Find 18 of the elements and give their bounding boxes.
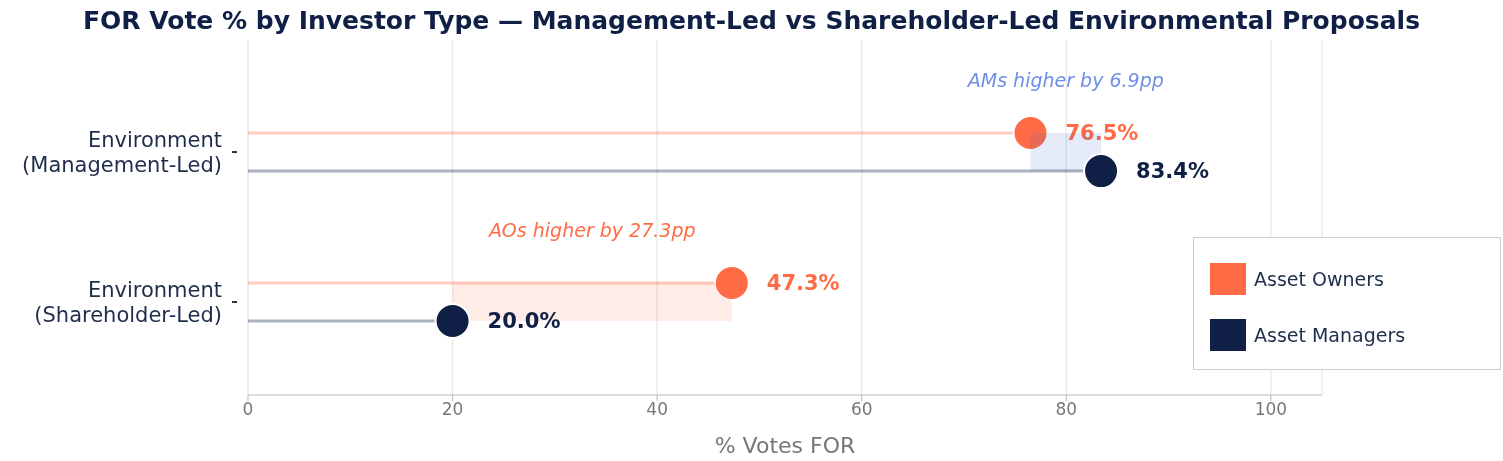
annotation: AMs higher by 6.9pp	[965, 68, 1164, 91]
data-label: 76.5%	[1065, 121, 1139, 146]
chart-title: FOR Vote % by Investor Type — Management-Led vs Shareholder-Led Environmental Proposals	[81, 6, 1422, 35]
x-axis-title: % Votes FOR	[714, 433, 856, 458]
legend-label: Asset Managers	[1254, 324, 1406, 346]
data-label: 83.4%	[1136, 159, 1209, 184]
data-label: 47.3%	[766, 271, 840, 296]
y-tick-label: Environment (Shareholder-Led)	[34, 277, 222, 327]
x-tick-label: 80	[1055, 399, 1078, 420]
x-tick-label: 40	[646, 399, 668, 420]
x-tick-label: 60	[850, 399, 873, 420]
y-tick-label: Environment (Management-Led)	[22, 127, 222, 177]
x-tick-label: 0	[242, 399, 254, 420]
x-tick-label: 20	[441, 399, 464, 420]
x-tick-label: 100	[1254, 399, 1288, 420]
legend-label: Asset Owners	[1254, 268, 1384, 290]
annotation: AOs higher by 27.3pp	[486, 218, 696, 241]
data-label: 20.0%	[487, 309, 561, 334]
